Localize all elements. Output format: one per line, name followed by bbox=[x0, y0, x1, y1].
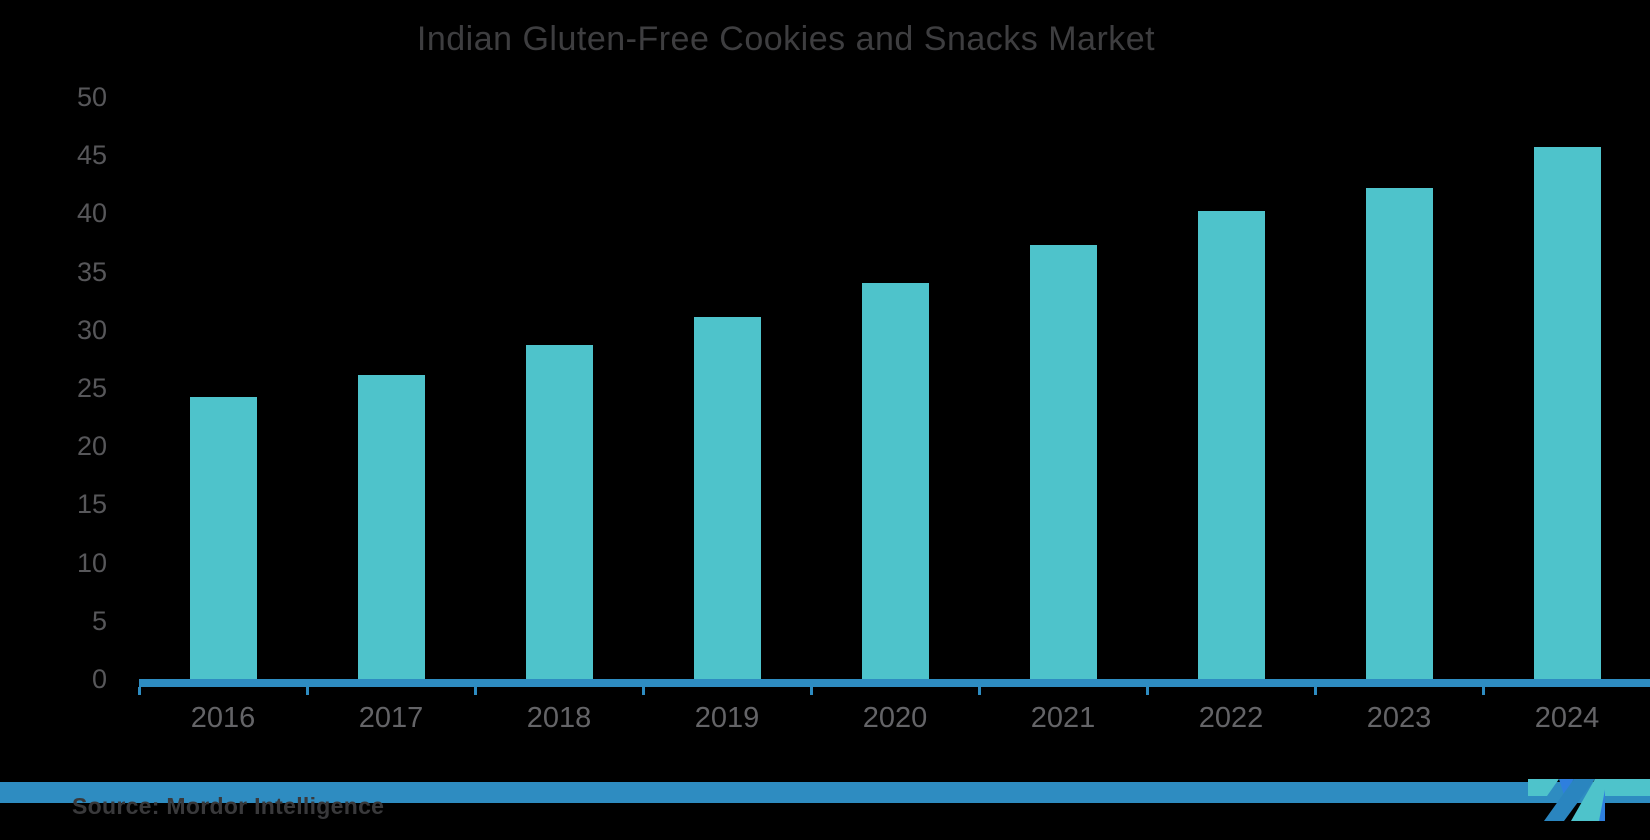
x-axis-tick bbox=[978, 687, 981, 695]
bar-2022 bbox=[1197, 211, 1265, 679]
bar-2016 bbox=[189, 397, 257, 679]
x-axis-label: 2020 bbox=[862, 702, 928, 734]
x-axis-tick bbox=[1314, 687, 1317, 695]
logo-ribbon-teal-fold bbox=[1528, 779, 1559, 796]
x-axis-tick bbox=[810, 687, 813, 695]
source-text: Source: Mordor Intelligence bbox=[72, 793, 385, 819]
y-axis-label: 25 bbox=[76, 373, 107, 403]
y-axis-label: 0 bbox=[91, 664, 107, 694]
x-axis-label: 2017 bbox=[358, 702, 424, 734]
y-axis-label: 10 bbox=[76, 547, 107, 578]
logo-ribbon-teal-stroke bbox=[1571, 779, 1607, 821]
y-axis-label: 15 bbox=[76, 489, 107, 520]
bar-2018 bbox=[525, 345, 593, 679]
mordor-intelligence-logo bbox=[1528, 779, 1607, 821]
bar-2017 bbox=[357, 375, 425, 679]
x-axis-label: 2024 bbox=[1534, 702, 1600, 734]
footer-band bbox=[0, 782, 1650, 803]
x-axis-label: 2022 bbox=[1198, 702, 1264, 734]
bar-2023 bbox=[1365, 188, 1433, 679]
x-axis-label: 2018 bbox=[526, 702, 592, 734]
y-axis-label: 50 bbox=[76, 82, 107, 112]
x-axis-tick bbox=[1146, 687, 1149, 695]
x-axis-tick bbox=[1482, 687, 1485, 695]
y-axis-label: 5 bbox=[91, 605, 107, 636]
logo-ribbon-royal-fold bbox=[1559, 779, 1574, 795]
x-axis-label: 2021 bbox=[1030, 702, 1096, 734]
y-axis-label: 20 bbox=[76, 431, 107, 462]
x-axis-label: 2016 bbox=[190, 702, 256, 734]
y-axis-label: 35 bbox=[76, 256, 107, 287]
bar-2024 bbox=[1533, 147, 1601, 679]
y-axis-label: 45 bbox=[76, 140, 107, 171]
y-axis-label: 40 bbox=[76, 198, 107, 229]
chart-title: Indian Gluten-Free Cookies and Snacks Ma… bbox=[416, 20, 1156, 58]
x-axis-label: 2023 bbox=[1366, 702, 1432, 734]
x-axis-tick bbox=[642, 687, 645, 695]
y-axis-label: 30 bbox=[76, 314, 107, 345]
logo-ribbon-steel-stroke bbox=[1544, 779, 1595, 821]
bar-2021 bbox=[1029, 245, 1097, 679]
bar-2020 bbox=[861, 283, 929, 679]
footer-band-right bbox=[1598, 779, 1650, 796]
x-axis-label: 2019 bbox=[694, 702, 760, 734]
x-axis-tick bbox=[306, 687, 309, 695]
x-axis-tick bbox=[474, 687, 477, 695]
x-axis-tick bbox=[138, 687, 141, 695]
x-axis-line bbox=[139, 679, 1650, 687]
bar-2019 bbox=[693, 317, 761, 679]
